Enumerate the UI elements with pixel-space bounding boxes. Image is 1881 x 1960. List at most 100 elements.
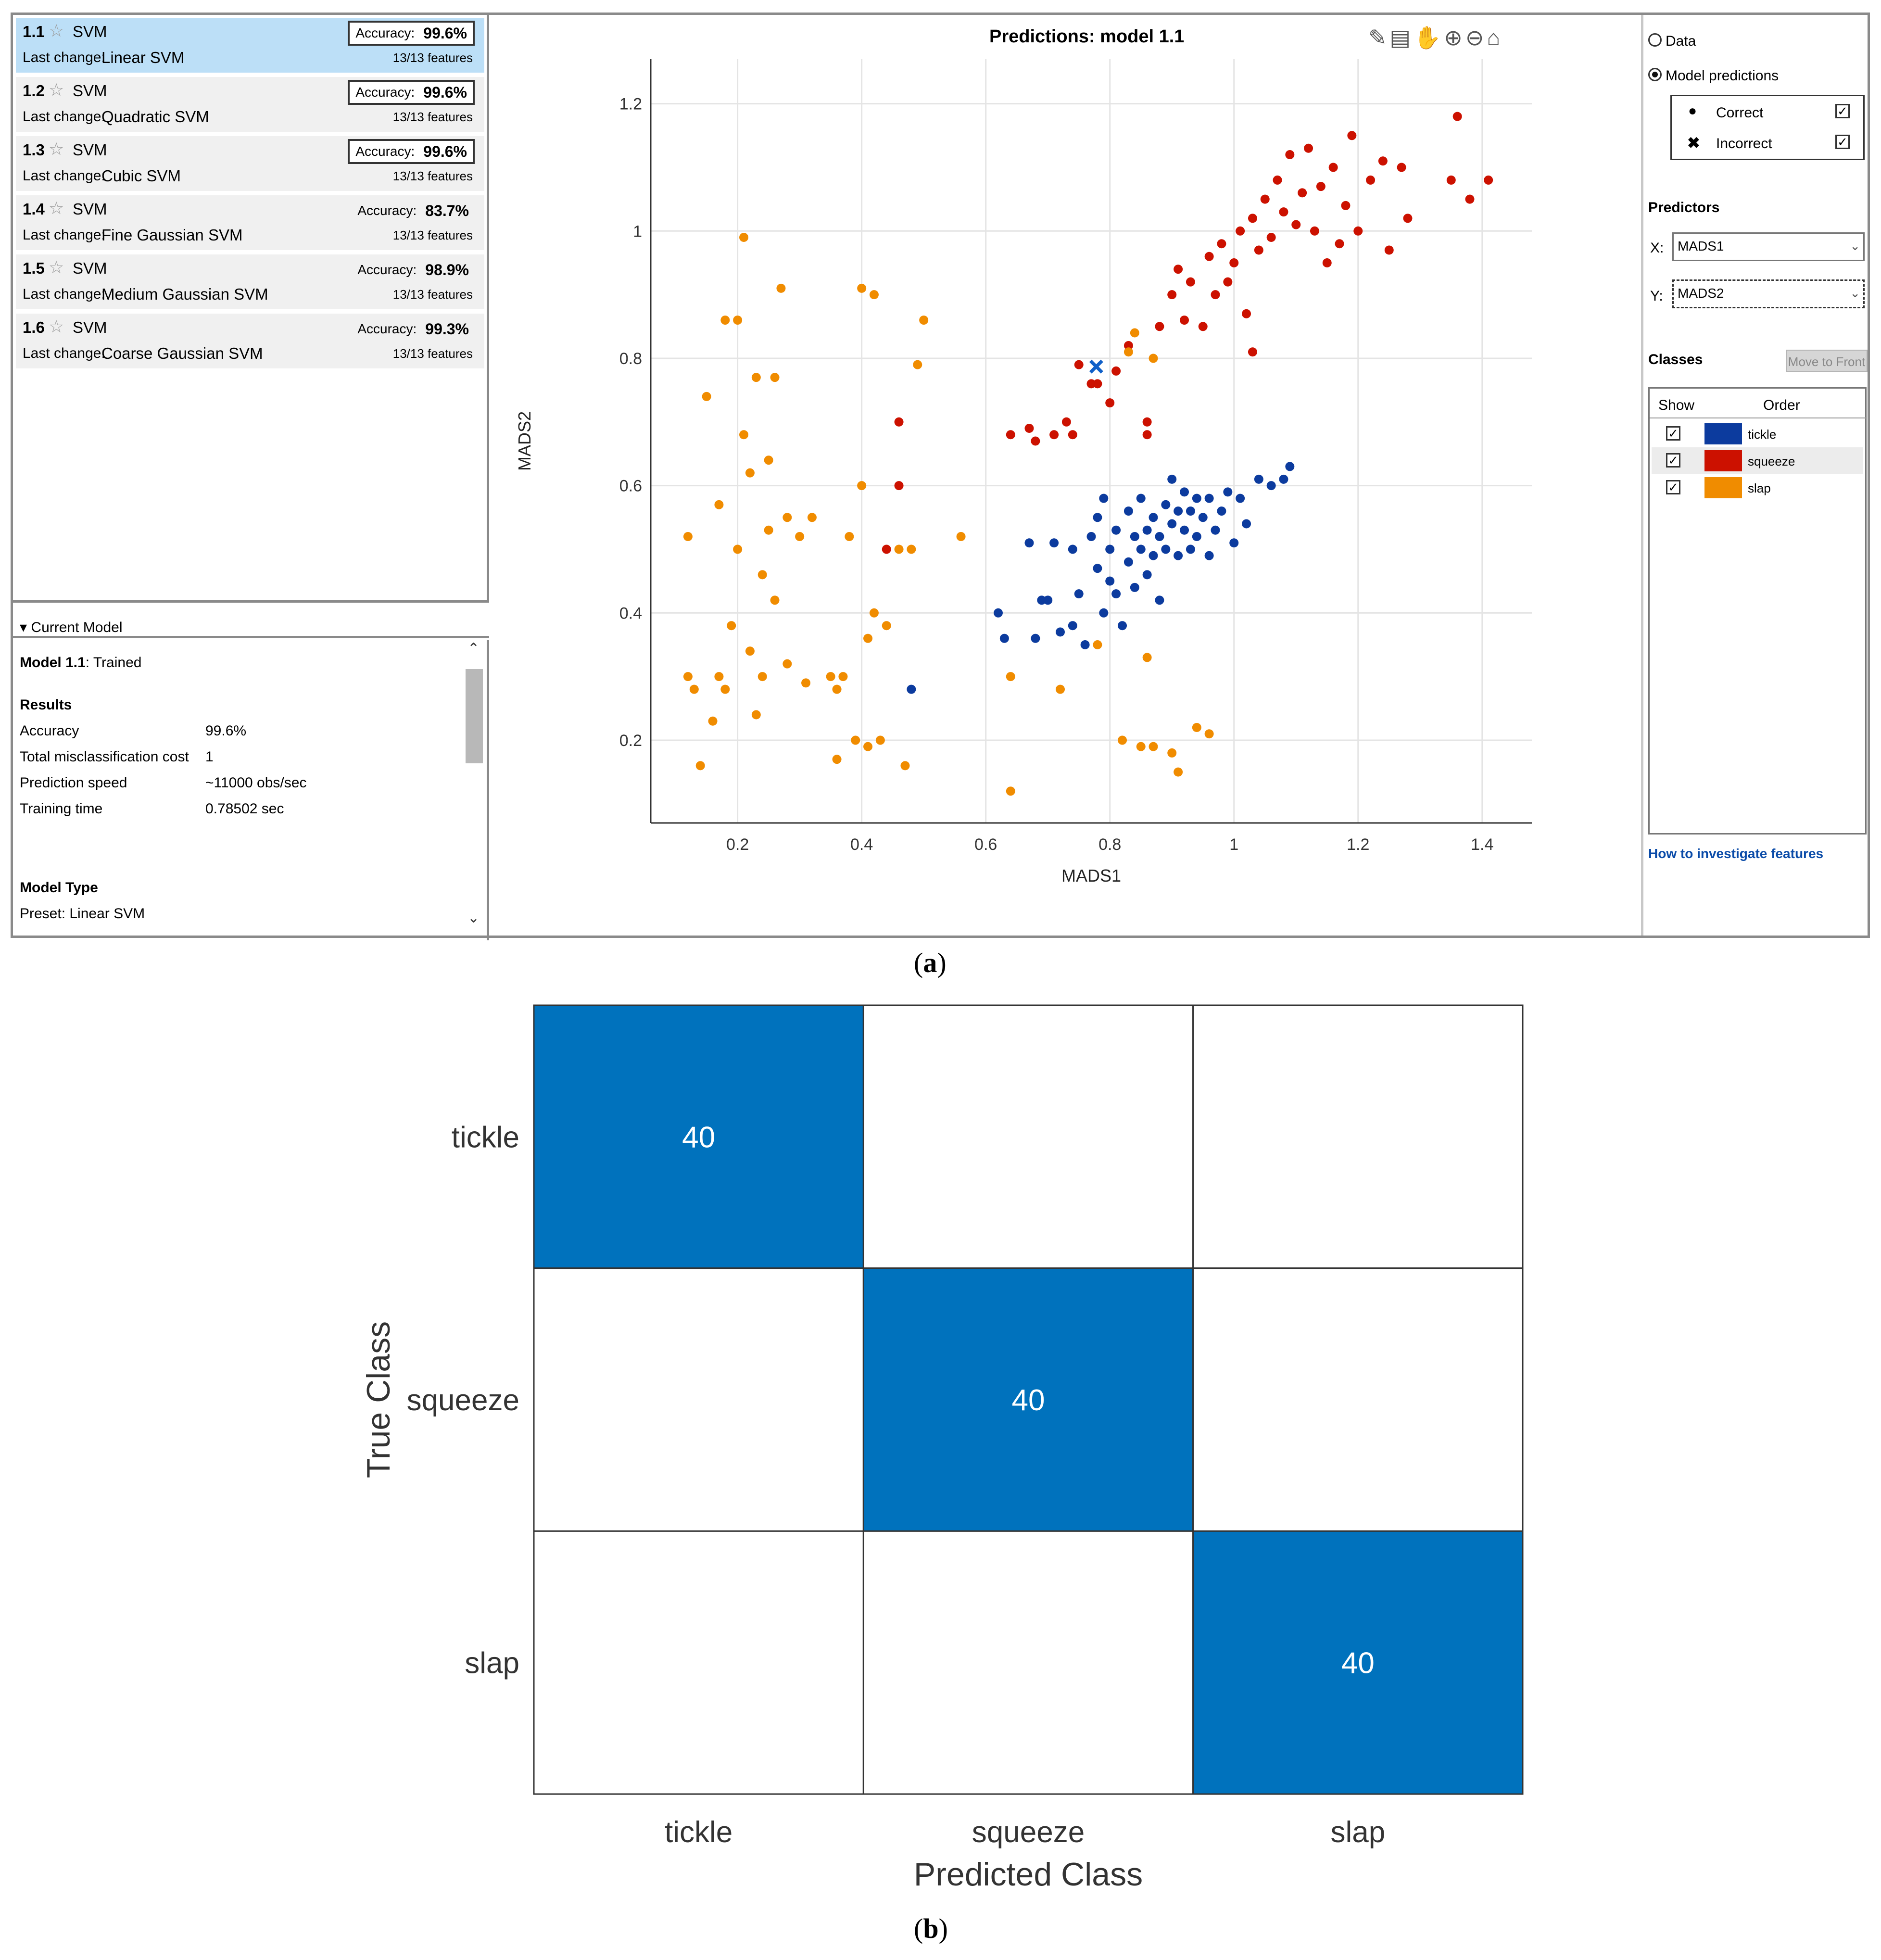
scatter-point-slap — [733, 316, 743, 325]
zoom-in-icon[interactable]: ⊕ — [1444, 25, 1465, 50]
class-row[interactable]: ✓ squeeze — [1652, 447, 1863, 474]
scatter-plot[interactable]: 0.2 0.4 0.6 0.8 1 1.2 1.4 0.2 0.4 0.6 0.8 1 1.2 MADS1… — [489, 15, 1641, 929]
investigate-features-link[interactable]: How to investigate features — [1648, 846, 1824, 861]
accuracy-label: Accuracy: — [357, 262, 417, 277]
x-marker-icon: ✖ — [1687, 134, 1700, 152]
data-tip-icon[interactable]: ▤ — [1389, 25, 1414, 50]
class-row[interactable]: ✓ slap — [1652, 474, 1863, 501]
incorrect-checkbox[interactable]: ✓ — [1835, 135, 1850, 149]
model-id: 1.3 — [23, 141, 45, 159]
scatter-point-squeeze — [1180, 316, 1189, 325]
model-type: SVM — [73, 318, 107, 336]
scatter-point-tickle — [1155, 595, 1164, 605]
model-id: 1.5 — [23, 259, 45, 277]
class-color-swatch — [1704, 423, 1742, 444]
model-id: 1.2 — [23, 82, 45, 100]
y-axis-title: MADS2 — [515, 411, 534, 471]
scatter-point-tickle — [1093, 564, 1102, 573]
star-icon[interactable]: ☆ — [49, 257, 64, 277]
scatter-point-squeeze — [1328, 163, 1338, 172]
model-item[interactable]: 1.5 ☆ SVM Last change: Medium Gaussian S… — [16, 254, 484, 309]
collapse-triangle-icon[interactable]: ▾ — [20, 620, 27, 635]
scatter-point-slap — [764, 455, 773, 465]
scatter-point-slap — [727, 621, 736, 631]
last-change-label: Last change: — [23, 109, 105, 125]
scatter-point-tickle — [1174, 551, 1183, 560]
scatter-point-squeeze — [1031, 436, 1040, 446]
y-tick-label: 0.6 — [619, 477, 642, 495]
accuracy-label: Accuracy: — [357, 321, 417, 336]
scroll-thumb[interactable] — [466, 669, 483, 763]
model-item[interactable]: 1.4 ☆ SVM Last change: Fine Gaussian SVM… — [16, 195, 484, 250]
scatter-point-slap — [857, 283, 867, 293]
model-predictions-label: Model predictions — [1666, 68, 1779, 84]
brush-icon[interactable]: ✎ — [1368, 25, 1390, 50]
star-icon[interactable]: ☆ — [49, 316, 64, 336]
scatter-point-tickle — [1130, 582, 1139, 592]
scatter-point-tickle — [1174, 506, 1183, 516]
x-predictor-select[interactable]: MADS1 ⌄ — [1672, 232, 1865, 261]
scatter-point-tickle — [1093, 513, 1102, 522]
matrix-cell — [862, 1530, 1194, 1795]
scatter-point-slap — [1130, 328, 1139, 338]
model-id: 1.6 — [23, 318, 45, 336]
pan-hand-icon[interactable]: ✋ — [1414, 25, 1444, 50]
model-item[interactable]: 1.6 ☆ SVM Last change: Coarse Gaussian S… — [16, 314, 484, 368]
show-class-checkbox[interactable]: ✓ — [1666, 453, 1680, 468]
scatter-point-slap — [745, 468, 755, 478]
scatter-point-tickle — [1186, 506, 1195, 516]
model-history-list: 1.1 ☆ SVM Last change: Linear SVM Accura… — [13, 15, 489, 603]
predicted-class-label: tickle — [665, 1816, 732, 1849]
scatter-point-slap — [1136, 742, 1146, 751]
chevron-down-icon[interactable]: ⌄ — [1850, 286, 1860, 300]
data-radio[interactable] — [1648, 33, 1662, 47]
model-item[interactable]: 1.3 ☆ SVM Last change: Cubic SVM Accurac… — [16, 136, 484, 191]
accuracy-value: 99.6% — [205, 723, 247, 739]
scatter-point-squeeze — [1024, 424, 1034, 433]
last-change-value: Coarse Gaussian SVM — [101, 344, 263, 362]
feature-count: 13/13 features — [392, 110, 473, 124]
x-tick-label: 0.8 — [1098, 835, 1121, 854]
scroll-up-icon[interactable]: ⌃ — [467, 641, 480, 657]
zoom-out-icon[interactable]: ⊖ — [1465, 25, 1487, 50]
classification-learner-window: 1.1 ☆ SVM Last change: Linear SVM Accura… — [11, 13, 1870, 940]
class-row[interactable]: ✓ tickle — [1652, 420, 1863, 447]
caption-a-letter: a — [923, 947, 937, 978]
summary-scrollbar[interactable]: ⌃ ⌄ — [464, 640, 483, 929]
feature-count: 13/13 features — [392, 228, 473, 242]
move-to-front-button[interactable]: Move to Front — [1786, 350, 1868, 372]
scatter-point-slap — [757, 672, 767, 682]
show-class-checkbox[interactable]: ✓ — [1666, 480, 1680, 494]
scatter-point-squeeze — [1074, 360, 1084, 369]
y-predictor-select[interactable]: MADS2 ⌄ — [1672, 279, 1865, 308]
axes-toolbar: ✎▤✋⊕⊖⌂ — [1368, 25, 1503, 51]
scatter-point-squeeze — [1111, 366, 1121, 376]
scatter-point-slap — [826, 672, 835, 682]
class-name: tickle — [1748, 427, 1777, 442]
scatter-point-tickle — [1142, 525, 1152, 535]
scatter-point-tickle — [1055, 627, 1065, 637]
correct-checkbox[interactable]: ✓ — [1835, 104, 1850, 118]
star-icon[interactable]: ☆ — [49, 198, 64, 218]
y-tick-label: 0.4 — [619, 604, 642, 622]
show-class-checkbox[interactable]: ✓ — [1666, 426, 1680, 441]
chevron-down-icon[interactable]: ⌄ — [1850, 239, 1860, 253]
accuracy-box: Accuracy: 83.7% — [352, 198, 475, 223]
model-item[interactable]: 1.2 ☆ SVM Last change: Quadratic SVM Acc… — [16, 77, 484, 132]
matrix-cell — [533, 1267, 864, 1532]
accuracy-value: 98.9% — [425, 261, 469, 278]
star-icon[interactable]: ☆ — [49, 21, 64, 40]
model-item[interactable]: 1.1 ☆ SVM Last change: Linear SVM Accura… — [16, 18, 484, 73]
star-icon[interactable]: ☆ — [49, 139, 64, 159]
scatter-point-slap — [733, 544, 743, 554]
scatter-point-squeeze — [1142, 417, 1152, 427]
star-icon[interactable]: ☆ — [49, 80, 64, 100]
current-model-header[interactable]: ▾ Current Model — [13, 611, 489, 638]
scroll-down-icon[interactable]: ⌄ — [467, 910, 480, 926]
scatter-point-slap — [1204, 729, 1214, 739]
last-change-label: Last change: — [23, 227, 105, 243]
scatter-point-squeeze — [1378, 156, 1388, 166]
model-predictions-radio[interactable] — [1648, 68, 1662, 81]
scatter-point-slap — [764, 525, 773, 535]
home-icon[interactable]: ⌂ — [1487, 25, 1503, 50]
